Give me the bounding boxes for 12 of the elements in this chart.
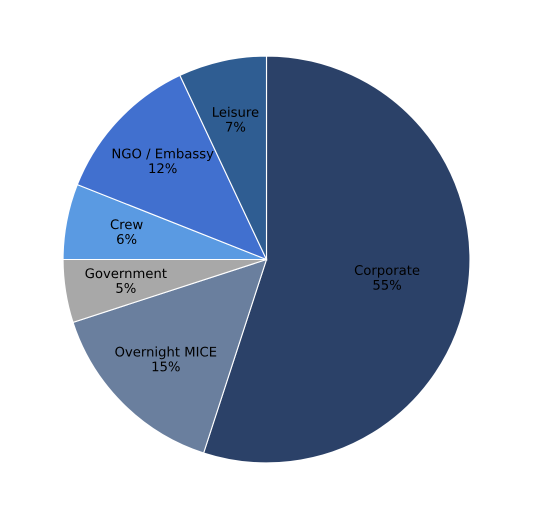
slice-label: Overnight MICE — [115, 346, 216, 360]
slice-label: Government — [85, 268, 167, 278]
data-label: 6% — [117, 234, 136, 244]
slice-label: Leisure — [213, 106, 258, 117]
slice-label: NGO / Embassy — [112, 148, 214, 162]
data-label: 15% — [152, 361, 180, 372]
data-label: 7% — [226, 122, 246, 132]
data-label: 12% — [149, 163, 177, 174]
slice-label: Crew — [110, 219, 143, 230]
data-label: 55% — [373, 280, 401, 290]
slice-label: Corporate — [354, 265, 420, 278]
data-label: 5% — [116, 283, 136, 293]
